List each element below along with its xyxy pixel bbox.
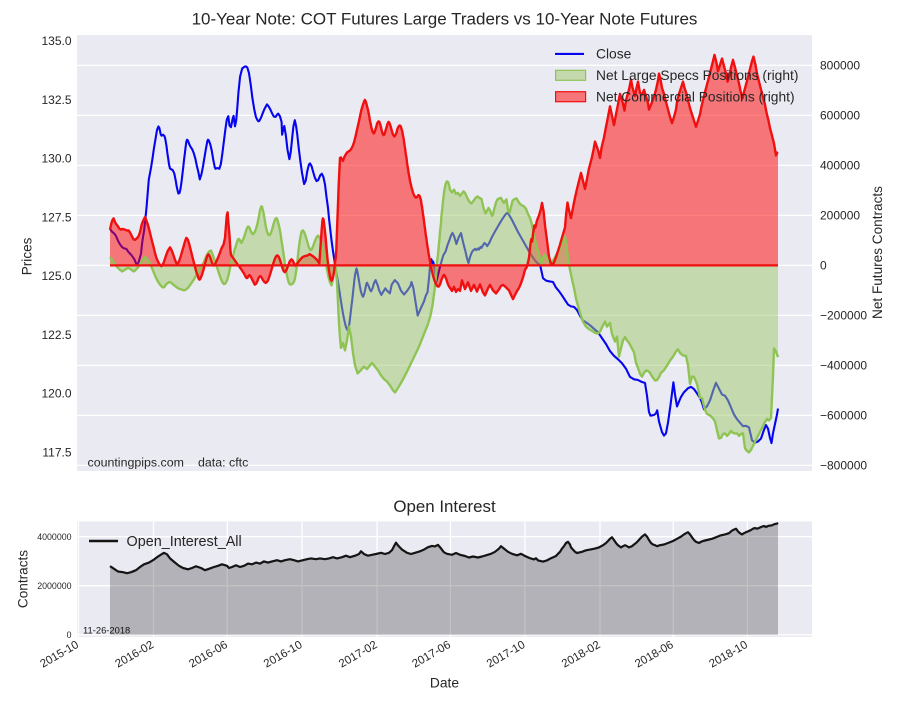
svg-text:−600000: −600000 [820, 409, 867, 423]
svg-text:0: 0 [67, 630, 72, 640]
svg-text:125.0: 125.0 [41, 269, 71, 283]
svg-text:Net Large Specs Positions (rig: Net Large Specs Positions (right) [596, 68, 798, 83]
svg-text:200000: 200000 [820, 209, 860, 223]
svg-text:400000: 400000 [820, 159, 860, 173]
svg-text:132.5: 132.5 [41, 93, 71, 107]
svg-text:data: cftc: data: cftc [198, 456, 248, 470]
svg-text:135.0: 135.0 [41, 34, 71, 48]
svg-text:Open Interest: Open Interest [393, 497, 496, 516]
svg-text:−400000: −400000 [820, 359, 867, 373]
svg-text:800000: 800000 [820, 59, 860, 73]
svg-text:Open_Interest_All: Open_Interest_All [127, 534, 242, 550]
svg-text:2000000: 2000000 [37, 581, 71, 591]
svg-text:−200000: −200000 [820, 309, 867, 323]
svg-text:Net Commercial Positions (righ: Net Commercial Positions (right) [596, 90, 795, 105]
svg-text:4000000: 4000000 [37, 532, 71, 542]
svg-text:Date: Date [430, 675, 459, 690]
svg-text:117.5: 117.5 [42, 445, 71, 459]
svg-text:130.0: 130.0 [41, 152, 71, 166]
svg-text:127.5: 127.5 [41, 210, 71, 224]
svg-text:120.0: 120.0 [41, 387, 71, 401]
svg-text:Net Futures Contracts: Net Futures Contracts [870, 186, 885, 319]
svg-text:122.5: 122.5 [41, 328, 71, 342]
svg-text:10-Year Note: COT Futures Larg: 10-Year Note: COT Futures Large Traders … [192, 10, 698, 29]
svg-text:Prices: Prices [20, 237, 35, 275]
svg-text:600000: 600000 [820, 109, 860, 123]
svg-text:−800000: −800000 [820, 459, 867, 473]
svg-text:Close: Close [596, 47, 632, 62]
svg-text:Contracts: Contracts [15, 550, 30, 608]
svg-text:0: 0 [820, 259, 827, 273]
svg-text:11-26-2018: 11-26-2018 [83, 625, 130, 636]
svg-text:countingpips.com: countingpips.com [88, 456, 184, 470]
